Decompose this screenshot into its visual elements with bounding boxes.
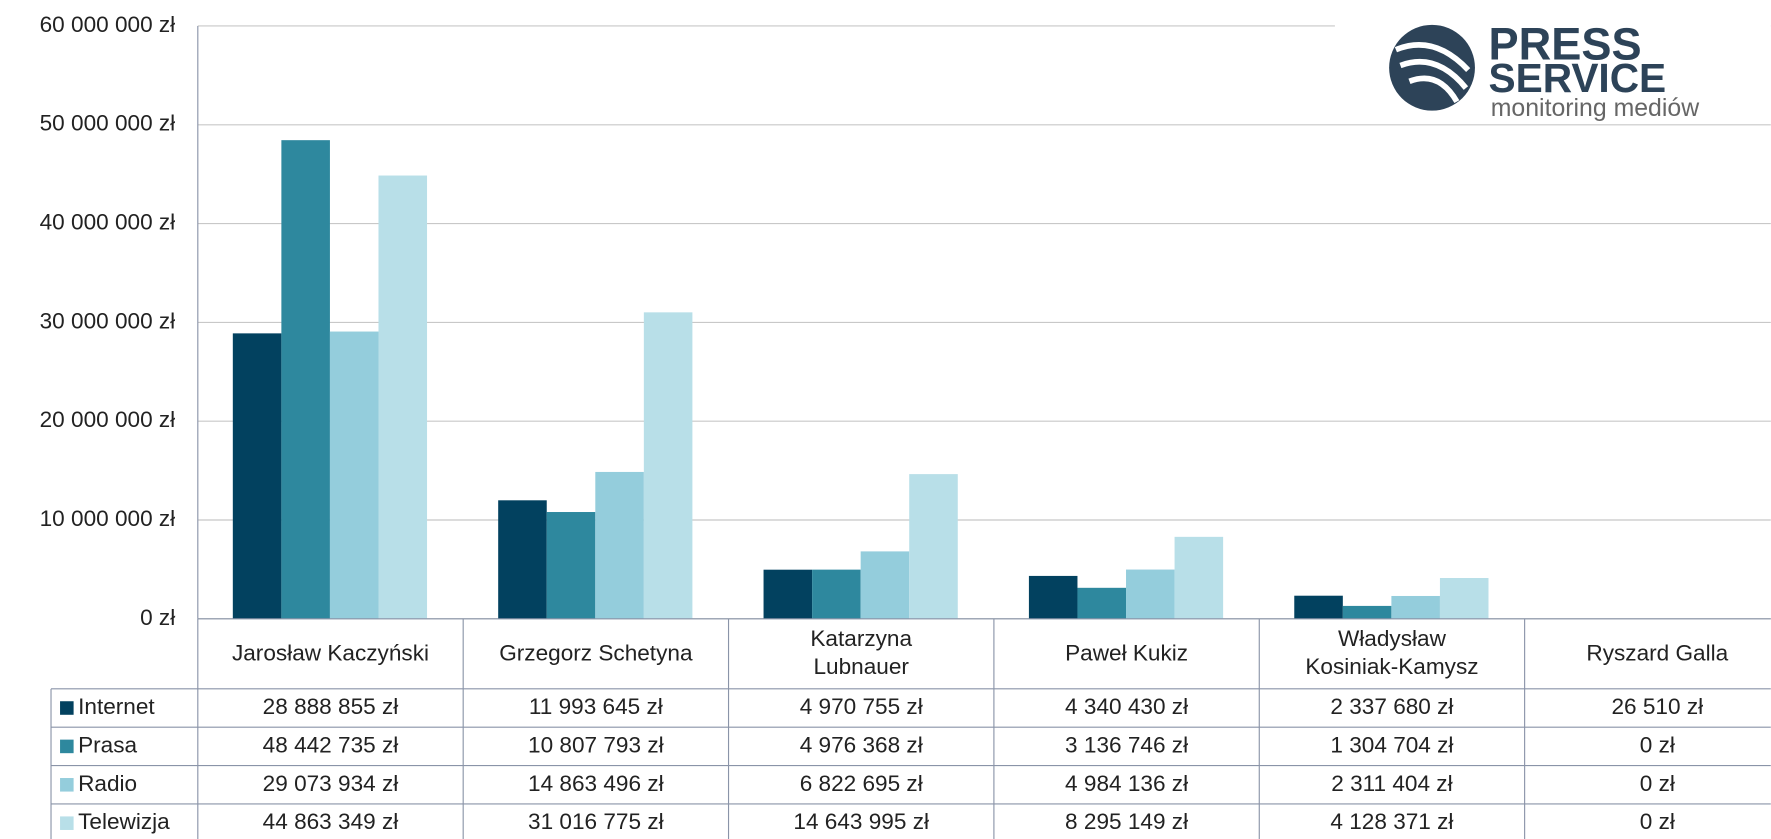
- table-value: 6 822 695 zł: [800, 771, 923, 796]
- table-value: 1 304 704 zł: [1330, 732, 1453, 757]
- x-tick-label: Władysław Kosiniak-Kamysz: [1305, 626, 1479, 680]
- bar: [546, 512, 596, 619]
- table-value: 29 073 934 zł: [263, 771, 399, 796]
- bar: [909, 474, 958, 619]
- bar: [763, 569, 813, 619]
- bar: [232, 333, 282, 619]
- x-tick-label: Grzegorz Schetyna: [499, 640, 693, 666]
- bar: [595, 471, 644, 619]
- bar: [1174, 536, 1224, 619]
- legend-swatch: [60, 739, 74, 754]
- bar: [281, 140, 330, 619]
- grid: 0 zł 10 000 000 zł 20 000 000 zł 30 000 000…: [40, 12, 1771, 630]
- y-tick-label: 30 000 000 zł: [40, 308, 176, 333]
- table-value: 14 643 995 zł: [793, 809, 929, 834]
- x-tick-label-box: Jarosław Kaczyński: [231, 640, 430, 666]
- legend-swatch: [60, 816, 74, 830]
- table-value: 11 993 645 zł: [529, 694, 663, 719]
- table-value: 0 zł: [1640, 732, 1675, 757]
- bar: [378, 175, 428, 619]
- table-value: 2 311 404 zł: [1331, 771, 1452, 796]
- table-value: 0 zł: [1640, 771, 1675, 796]
- bar: [1126, 569, 1175, 619]
- bar: [329, 331, 379, 619]
- table-value: 4 340 430 zł: [1065, 694, 1188, 719]
- table-value: 2 337 680 zł: [1330, 694, 1453, 719]
- x-tick-label-box: Władysław Kosiniak-Kamysz: [1305, 626, 1479, 680]
- y-tick-label: 60 000 000 zł: [40, 12, 176, 37]
- legend-swatch: [60, 778, 74, 792]
- table-value: 28 888 855 zł: [263, 694, 399, 719]
- x-tick-label: Paweł Kukiz: [1065, 640, 1189, 666]
- x-tick-label: Katarzyna Lubnauer: [810, 626, 913, 680]
- table-value: 4 128 371 zł: [1330, 809, 1453, 834]
- y-tick-label: 40 000 000 zł: [40, 210, 176, 235]
- table-value: 4 970 755 zł: [800, 694, 923, 719]
- bar: [812, 569, 861, 619]
- bar: [1439, 578, 1489, 619]
- x-tick-label: Ryszard Galla: [1586, 640, 1729, 666]
- table-value: 3 136 746 zł: [1065, 732, 1188, 757]
- table-value: 4 984 136 zł: [1065, 771, 1188, 796]
- bar: [1077, 587, 1127, 619]
- bar: [498, 500, 547, 619]
- table-value: 44 863 349 zł: [263, 809, 399, 834]
- bar: [1391, 595, 1440, 619]
- legend-label: Telewizja: [78, 809, 170, 834]
- logo: PRESS SERVICE monitoring mediów: [1334, 0, 1771, 122]
- table-value: 0 zł: [1640, 809, 1675, 834]
- y-tick-label: 20 000 000 zł: [40, 407, 176, 432]
- bar: [1342, 605, 1392, 619]
- x-tick-label: Jarosław Kaczyński: [231, 640, 430, 666]
- table-value: 10 807 793 zł: [528, 732, 664, 757]
- bar: [1294, 595, 1343, 619]
- legend-swatch: [60, 701, 74, 715]
- x-tick-label-box: Katarzyna Lubnauer: [810, 626, 913, 680]
- bars: [232, 140, 1609, 619]
- logo-text: SERVICE: [1488, 55, 1666, 101]
- legend-label: Radio: [78, 771, 137, 796]
- bar: [860, 551, 910, 619]
- table-value: 14 863 496 zł: [528, 771, 664, 796]
- logo-subtitle: monitoring mediów: [1491, 95, 1699, 122]
- x-tick-label-box: Grzegorz Schetyna: [499, 640, 693, 666]
- logo-text: PRESS: [1488, 18, 1641, 69]
- y-tick-label: 10 000 000 zł: [40, 506, 176, 531]
- table-value: 26 510 zł: [1611, 694, 1703, 719]
- table-value: 48 442 735 zł: [263, 732, 399, 757]
- data-table: Jarosław Kaczyński Grzegorz Schetyna Katar…: [50, 618, 1771, 839]
- x-tick-label-box: Paweł Kukiz: [1065, 640, 1189, 666]
- bar: [1028, 575, 1078, 619]
- table-value: 4 976 368 zł: [800, 732, 923, 757]
- x-tick-label-box: Ryszard Galla: [1586, 640, 1729, 666]
- y-tick-label: 0 zł: [140, 605, 175, 630]
- table-value: 31 016 775 zł: [528, 809, 664, 834]
- legend-label: Internet: [78, 694, 155, 719]
- logo-swoosh: [1394, 42, 1471, 104]
- legend-label: Prasa: [78, 732, 137, 757]
- table-value: 8 295 149 zł: [1065, 809, 1188, 834]
- bar: [643, 312, 693, 619]
- y-tick-label: 50 000 000 zł: [40, 111, 176, 136]
